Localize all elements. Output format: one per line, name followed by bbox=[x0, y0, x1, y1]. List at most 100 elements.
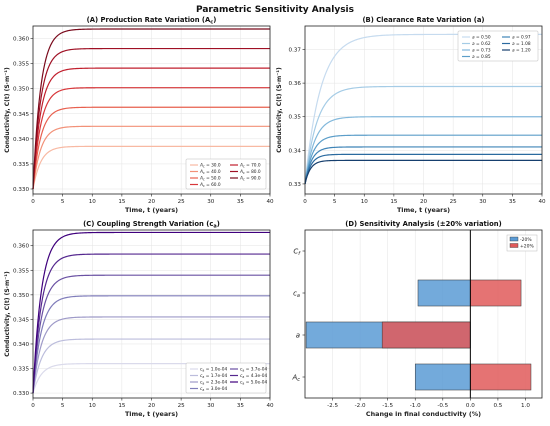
legend-symbol: c bbox=[200, 387, 203, 392]
series-line-1.20 bbox=[304, 159, 542, 185]
legend-eq: = bbox=[475, 49, 481, 54]
legend-label: ca = 3.0e-04 bbox=[200, 386, 227, 392]
legend-value: 2.3e-04 bbox=[211, 380, 228, 386]
series-line-1.7e-04 bbox=[32, 338, 270, 394]
series-line-0.85 bbox=[304, 134, 542, 185]
x-tick-label: 5 bbox=[61, 199, 65, 205]
legend-value: 0.50 bbox=[481, 35, 491, 41]
x-tick-label: 25 bbox=[178, 199, 186, 205]
legend-symbol: a bbox=[512, 36, 515, 41]
y-tick-label: 0.340 bbox=[13, 137, 29, 143]
x-tick-label: 35 bbox=[509, 199, 517, 205]
series-line-50.0 bbox=[32, 106, 270, 190]
legend-label: a = 0.62 bbox=[472, 41, 491, 47]
series-line-80.0 bbox=[32, 47, 270, 190]
legend-eq: = bbox=[205, 170, 211, 175]
legend-label: ca = 1.7e-04 bbox=[200, 373, 227, 379]
x-tick-label: 35 bbox=[237, 403, 245, 409]
bar-+20%-A bbox=[470, 363, 532, 391]
x-tick-label: 5 bbox=[61, 403, 65, 409]
legend-symbol-sub: c bbox=[203, 171, 205, 175]
legend-symbol: A bbox=[199, 163, 203, 169]
x-tick-label: 40 bbox=[538, 199, 546, 205]
legend-eq: = bbox=[204, 368, 210, 373]
legend-label: a = 1.08 bbox=[512, 41, 531, 47]
panel-title-main: (C) Coupling Strength Variation (c bbox=[83, 220, 213, 228]
legend-label: Ac = 30.0 bbox=[199, 163, 221, 169]
legend-symbol-sub: c bbox=[203, 184, 205, 188]
panel-C: 0 5 10 15 20 25 30 35 40 0.330 0.335 0.340 0.345 0.35… bbox=[4, 220, 274, 418]
y-tick-label: 0.330 bbox=[13, 391, 29, 397]
legend-symbol: c bbox=[200, 374, 203, 379]
legend-symbol-sub: a bbox=[242, 369, 244, 373]
legend-box bbox=[185, 362, 267, 394]
category-sub: f bbox=[298, 251, 301, 257]
y-tick-label: 0.350 bbox=[13, 87, 29, 93]
legend-value: 40.0 bbox=[211, 169, 221, 175]
panel-title-close: ) bbox=[213, 16, 216, 24]
x-tick-label: -1.0 bbox=[410, 403, 421, 409]
legend-eq: = bbox=[205, 164, 211, 169]
plot-frame bbox=[304, 229, 543, 399]
legend: a = 0.50a = 0.62a = 0.73a = 0.85a = 0.97… bbox=[457, 30, 539, 62]
legend-value: 90.0 bbox=[251, 176, 261, 182]
legend-value: 3.7e-04 bbox=[251, 367, 268, 373]
panel-title-main: (D) Sensitivity Analysis (±20% variation… bbox=[345, 220, 501, 228]
x-axis-label: Time, t (years) bbox=[397, 206, 450, 214]
legend-label: ca = 5.0e-04 bbox=[240, 380, 267, 386]
legend-label: ca = 4.3e-04 bbox=[240, 373, 267, 379]
legend-label: -20% bbox=[520, 237, 532, 243]
series-line-5.0e-04 bbox=[32, 231, 270, 394]
legend-label: a = 0.85 bbox=[472, 54, 491, 60]
legend-symbol: c bbox=[200, 381, 203, 386]
x-tick-label: 20 bbox=[420, 199, 428, 205]
category-symbol: c bbox=[293, 290, 297, 298]
legend-symbol-sub: a bbox=[202, 382, 204, 386]
legend-label: Ac = 60.0 bbox=[199, 182, 221, 188]
panel-title: (C) Coupling Strength Variation (ca) bbox=[83, 220, 220, 230]
panel-B: 0 5 10 15 20 25 30 35 40 0.33 0.34 0.35 0.36 0.37 Time… bbox=[276, 16, 546, 214]
panel-D: -2.5 -2.0 -1.5 -1.0 -0.5 0.0 0.5 1.0CfcaaAcChan… bbox=[291, 220, 543, 418]
legend-symbol: a bbox=[512, 49, 515, 54]
y-tick-label: 0.33 bbox=[289, 182, 302, 188]
panel-title-sub: c bbox=[210, 20, 213, 26]
category-sub: c bbox=[297, 377, 300, 383]
x-tick-label: 25 bbox=[450, 199, 458, 205]
series-line-40.0 bbox=[32, 125, 270, 190]
category-symbol: A bbox=[291, 374, 297, 382]
x-tick-label: 1.0 bbox=[521, 403, 530, 409]
category-sub: a bbox=[297, 293, 300, 299]
x-axis-label: Change in final conductivity (%) bbox=[366, 410, 481, 418]
y-tick-label: 0.355 bbox=[13, 268, 29, 274]
legend-symbol-sub: a bbox=[242, 382, 244, 386]
bar-+20%-a bbox=[381, 321, 471, 349]
legend-symbol-sub: a bbox=[202, 388, 204, 392]
legend-value: 70.0 bbox=[251, 163, 261, 169]
x-tick-label: 0 bbox=[31, 403, 35, 409]
x-tick-label: 25 bbox=[178, 403, 186, 409]
legend-value: 50.0 bbox=[211, 176, 221, 182]
panel-title-sub: a bbox=[213, 224, 216, 230]
series-line-3.7e-04 bbox=[32, 274, 270, 394]
legend-symbol: a bbox=[472, 42, 475, 47]
x-tick-label: 15 bbox=[118, 403, 126, 409]
legend-symbol: A bbox=[199, 176, 203, 182]
legend-symbol-sub: c bbox=[203, 165, 205, 169]
bar--20%-A bbox=[414, 363, 471, 391]
legend-symbol-sub: a bbox=[202, 375, 204, 379]
legend: -20%+20% bbox=[506, 234, 538, 252]
legend-eq: = bbox=[244, 381, 250, 386]
legend-eq: = bbox=[205, 177, 211, 182]
legend-eq: = bbox=[245, 177, 251, 182]
panel-title-main: (B) Clearance Rate Variation (a) bbox=[362, 16, 484, 24]
legend-label: +20% bbox=[520, 243, 534, 249]
y-tick-label: 0.36 bbox=[289, 81, 302, 87]
legend-box bbox=[457, 30, 539, 62]
legend-symbol: A bbox=[199, 182, 203, 188]
legend-eq: = bbox=[244, 374, 250, 379]
legend-eq: = bbox=[515, 49, 521, 54]
series-line-0.62 bbox=[304, 85, 542, 184]
x-tick-label: -2.5 bbox=[327, 403, 338, 409]
x-tick-label: 35 bbox=[237, 199, 245, 205]
